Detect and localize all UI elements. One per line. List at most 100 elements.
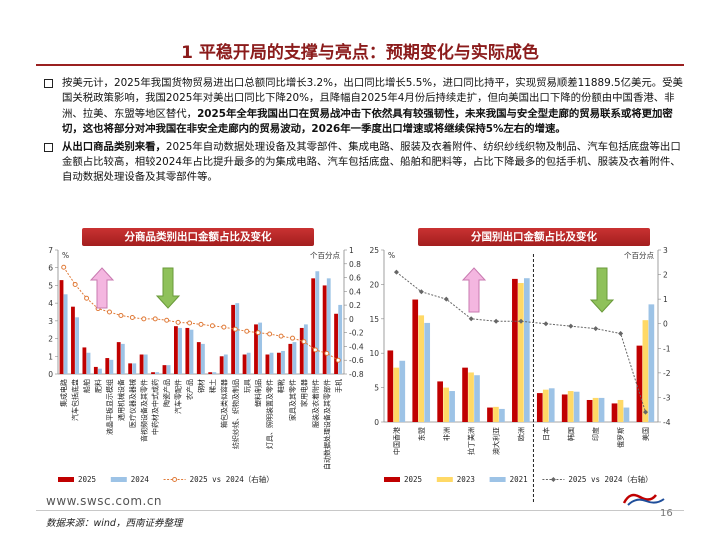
change-point: [290, 335, 296, 341]
bar-2024: [315, 271, 320, 374]
bar-2024: [155, 372, 160, 374]
change-point: [643, 409, 649, 415]
bar-2023: [468, 372, 474, 422]
bar-2025: [462, 367, 468, 422]
page-number: 16: [660, 508, 673, 519]
change-line-series: [396, 271, 647, 413]
bar-2025: [231, 304, 236, 374]
change-point: [244, 328, 250, 334]
bar-2024: [212, 372, 217, 374]
right-tick-label: 0: [349, 315, 354, 324]
bar-2023: [542, 389, 549, 422]
legend-swatch: [384, 477, 400, 482]
bar-2025: [334, 313, 338, 374]
bullet-1-bold: 2025年全年我国出口在贸易战冲击下依然具有较强韧性，未来我国与安全型走廊的贸易…: [62, 107, 673, 136]
change-point: [72, 281, 78, 287]
bar-2024: [166, 365, 171, 374]
legend-swatch: [436, 477, 453, 482]
bar-2024: [178, 327, 182, 374]
right-tick-label: 3: [663, 246, 668, 255]
right-tick-label: 0.8: [349, 260, 361, 269]
category-label: 汽车包括底盘: [71, 379, 80, 421]
category-label: 稀土: [208, 379, 217, 393]
left-unit-label: %: [62, 251, 69, 260]
bar-2024: [338, 304, 343, 374]
bar-2024: [143, 354, 148, 374]
legend-line-marker: [172, 477, 178, 482]
category-label: 中国香港: [392, 427, 401, 455]
data-source-note: 数据来源：wind，西南证券整理: [46, 518, 183, 529]
right-tick-label: -3: [663, 393, 671, 402]
bar-2024: [201, 343, 205, 374]
footer-url[interactable]: www.swsc.com.cn: [46, 494, 163, 508]
category-label: 钢材: [197, 379, 206, 393]
left-tick-label: 5: [374, 384, 379, 393]
bar-2025: [82, 347, 87, 374]
change-point: [324, 350, 330, 356]
bullet-2-text: 2025年自动数据处理设备及其零部件、集成电路、服装及衣着附件、纺织纱线织物及制…: [62, 140, 681, 184]
category-label: 音视频设备及其零件: [139, 379, 148, 442]
right-tick-label: 2: [663, 271, 668, 280]
right-unit-label: 个百分点: [624, 251, 654, 260]
category-label: 自动数据处理设备及其零部件: [322, 379, 331, 470]
bar-2021: [399, 360, 406, 422]
bar-2021: [449, 391, 455, 422]
change-point: [312, 347, 318, 353]
bar-2024: [258, 322, 263, 374]
right-tick-label: 0.2: [349, 301, 361, 310]
left-tick-label: 10: [369, 349, 379, 358]
right-unit-label: 个百分点: [310, 251, 340, 260]
category-label: 中药材及中式成药: [151, 379, 160, 435]
page-title: 1 平稳开局的支撑与亮点：预期变化与实际成色: [181, 43, 539, 63]
bar-2025: [322, 285, 327, 374]
bar-2021: [523, 278, 530, 422]
bar-2024: [223, 354, 228, 374]
bar-2025: [437, 381, 443, 422]
square-bullet-icon: [44, 142, 53, 152]
legend-label: 2025: [78, 475, 96, 484]
bar-2023: [617, 399, 624, 422]
change-point: [618, 331, 624, 337]
legend-line-marker: [550, 477, 556, 482]
bar-2024: [98, 368, 102, 374]
category-label: 通用机械设备: [116, 379, 125, 421]
category-label: 家用电器: [299, 379, 308, 407]
category-label: 欧洲: [517, 427, 526, 441]
chart-country: 0510152025-4-3-2-10123% 个百分点中国香港 东盟 非洲 拉丁美洲澳…: [369, 246, 671, 502]
bar-2025: [387, 350, 394, 422]
bar-2021: [474, 375, 480, 422]
change-point: [129, 315, 135, 321]
bar-2025: [254, 324, 258, 374]
category-label: 家具及其零件: [288, 379, 297, 421]
bar-2023: [567, 391, 574, 422]
change-point: [543, 321, 549, 327]
bar-2024: [132, 363, 137, 374]
change-point: [301, 339, 307, 345]
bullet-item-2: 从出口商品类别来看，2025年自动数据处理设备及其零部件、集成电路、服装及衣着附…: [44, 140, 684, 186]
change-point: [418, 289, 424, 295]
bar-2023: [418, 315, 425, 422]
bar-2025: [116, 342, 121, 374]
bar-2023: [443, 387, 449, 422]
left-unit-label: %: [388, 251, 395, 260]
bar-2025: [586, 399, 593, 422]
footer-divider: [36, 510, 684, 511]
change-point: [335, 357, 341, 363]
category-label: 印度: [591, 427, 600, 441]
category-label: 澳大利亚: [492, 427, 501, 455]
change-point: [61, 264, 67, 270]
category-label: 玩具: [243, 379, 251, 393]
bar-2025: [105, 358, 110, 374]
bar-2025: [412, 299, 419, 422]
bar-2021: [499, 408, 505, 422]
category-label: 液晶平板显示模组: [105, 379, 114, 435]
left-tick-label: 15: [369, 315, 379, 324]
category-label: 拉丁美洲: [467, 427, 476, 455]
bar-2024: [109, 359, 114, 374]
bar-2024: [120, 343, 125, 374]
change-point: [164, 317, 170, 323]
right-tick-label: 1: [663, 295, 668, 304]
left-tick-label: 25: [369, 246, 379, 255]
bar-2025: [265, 354, 270, 374]
category-label: 农产品: [185, 379, 194, 400]
